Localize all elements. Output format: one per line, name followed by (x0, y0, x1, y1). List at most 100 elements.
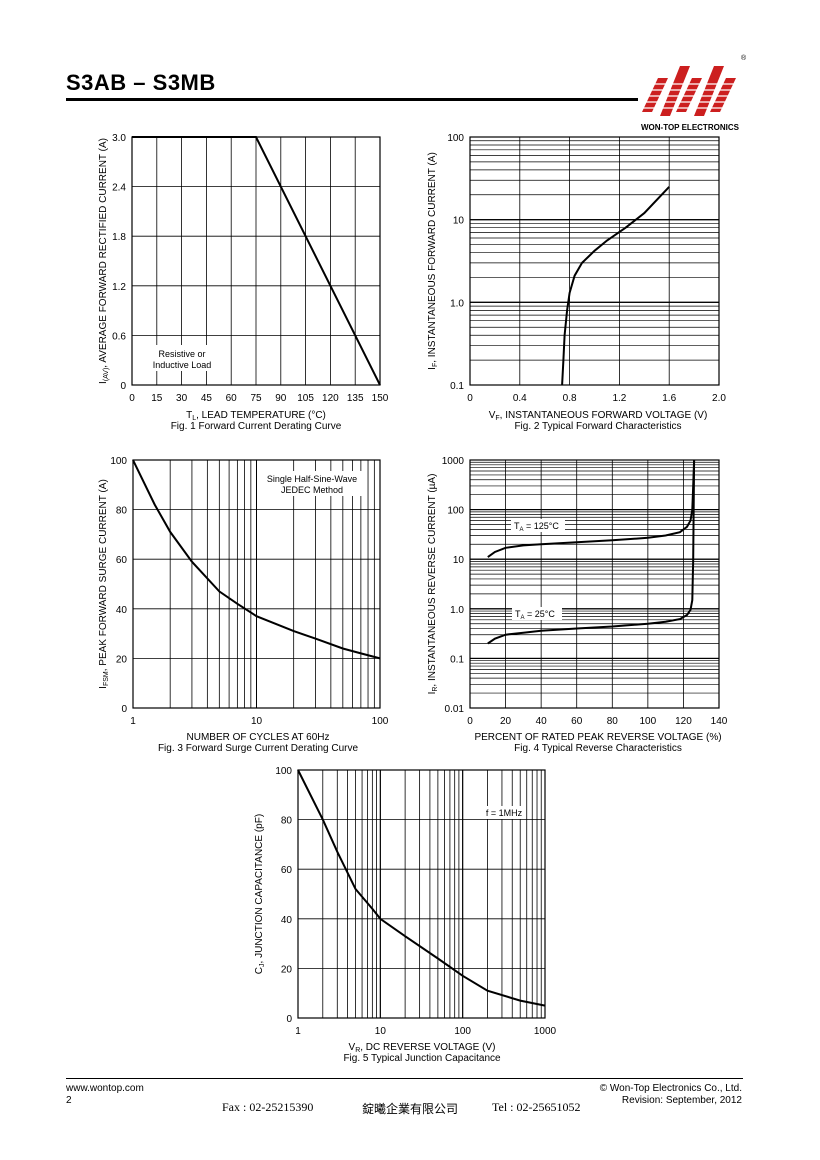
fig1-ytick-label: 0.6 (112, 331, 126, 342)
fig5-series-line (297, 769, 546, 1007)
fig2-ytick-label: 1.0 (450, 298, 464, 309)
fig1-frame (131, 136, 381, 386)
fig5-xtick-label: 1000 (534, 1026, 557, 1037)
fig4-label-25-bg (512, 607, 562, 620)
fig3-frame (132, 459, 381, 709)
fig3-ytick-label: 100 (110, 456, 127, 467)
fig4-ytick-label: 0.1 (450, 654, 464, 665)
fig3-ylabel: IFSM, PEAK FORWARD SURGE CURRENT (A) (98, 479, 110, 689)
fig2-ylabel: IF, INSTANTANEOUS FORWARD CURRENT (A) (427, 152, 439, 370)
fig2-ytick-label: 10 (453, 216, 465, 227)
fig1-xtick-label: 0 (129, 393, 135, 404)
fig3-note-line1: Single Half-Sine-Wave (267, 474, 357, 484)
fig4-label-25c: TA = 25°C (515, 609, 555, 621)
footer-revision: Revision: September, 2012 (621, 1095, 742, 1106)
fig2-xtick-label: 0.8 (563, 393, 577, 404)
fig4-xtick-label: 0 (467, 716, 473, 727)
fig4-caption: Fig. 4 Typical Reverse Characteristics (514, 743, 682, 754)
fig4-gridlines (469, 459, 720, 709)
fig1-note-line2: Inductive Load (153, 360, 212, 370)
fig5-note: f = 1MHz (486, 808, 523, 818)
fig4-ytick-label: 0.01 (445, 704, 465, 715)
fig2-xlabel: VF, INSTANTANEOUS FORWARD VOLTAGE (V) (489, 410, 708, 422)
fig2-ytick-label: 0.1 (450, 381, 464, 392)
fig4-ytick-label: 1000 (442, 456, 465, 467)
fig4-ytick-label: 100 (447, 506, 464, 517)
fig5-caption: Fig. 5 Typical Junction Capacitance (343, 1053, 501, 1064)
fig1-xtick-label: 30 (176, 393, 188, 404)
fig4-xtick-label: 80 (607, 716, 619, 727)
fig1-xtick-label: 105 (297, 393, 314, 404)
fig5-xlabel: VR, DC REVERSE VOLTAGE (V) (349, 1042, 496, 1054)
fig4-xtick-label: 60 (571, 716, 583, 727)
fig1-xtick-label: 90 (275, 393, 287, 404)
footer-tel: Tel : 02-25651052 (492, 1100, 581, 1114)
fig5-ytick-label: 0 (286, 1014, 292, 1025)
footer-fax: Fax : 02-25215390 (222, 1100, 314, 1114)
footer-website[interactable]: www.wontop.com (66, 1083, 144, 1094)
fig4-xtick-label: 40 (536, 716, 548, 727)
fig1-note-line1: Resistive or (158, 349, 205, 359)
fig4-label-125c: TA = 125°C (514, 521, 559, 533)
footer-rule (66, 1078, 743, 1079)
fig5-ytick-label: 40 (281, 915, 293, 926)
fig3-ytick-label: 60 (116, 555, 128, 566)
fig5-tick-labels: 1 10 100 1000 0 20 40 60 80 100 (275, 766, 556, 1037)
fig1-xtick-label: 45 (201, 393, 213, 404)
fig3-tick-labels: 1 10 100 0 20 40 60 80 100 (110, 456, 388, 727)
fig1-ytick-label: 1.8 (112, 232, 126, 243)
fig1-caption: Fig. 1 Forward Current Derating Curve (171, 421, 342, 432)
fig4-ylabel: IR, INSTANTANEOUS REVERSE CURRENT (µA) (427, 474, 439, 695)
fig1-note-bg (146, 345, 218, 371)
fig1-xlabel: TL, LEAD TEMPERATURE (°C) (186, 410, 326, 422)
fig5-xtick-label: 100 (454, 1026, 471, 1037)
fig4-xtick-label: 140 (711, 716, 728, 727)
fig5-xtick-label: 10 (375, 1026, 387, 1037)
fig1-xtick-label: 135 (347, 393, 364, 404)
page-number: 2 (66, 1095, 72, 1106)
fig4-xtick-label: 100 (640, 716, 657, 727)
fig1-xtick-label: 150 (372, 393, 389, 404)
fig1-gridlines (131, 136, 381, 386)
fig3-ytick-label: 40 (116, 605, 128, 616)
fig1-series-line (132, 136, 381, 386)
fig2-caption: Fig. 2 Typical Forward Characteristics (514, 421, 681, 432)
fig5-ytick-label: 100 (275, 766, 292, 777)
fig2-frame (469, 136, 720, 386)
fig3-xlabel: NUMBER OF CYCLES AT 60Hz (187, 732, 330, 743)
registered-mark: ® (741, 54, 747, 62)
fig2-xtick-label: 2.0 (712, 393, 726, 404)
fig1-ytick-label: 3.0 (112, 133, 126, 144)
fig1-tick-labels: 0 15 30 45 60 75 90 105 120 135 150 0 0.6 1.2 1.8 2.4 3.… (112, 133, 389, 404)
fig3-ytick-label: 80 (116, 506, 128, 517)
fig4-xtick-label: 20 (500, 716, 512, 727)
fig3-ytick-label: 20 (116, 654, 128, 665)
fig5-ytick-label: 60 (281, 865, 293, 876)
fig5-frame (297, 769, 546, 1019)
fig4-xtick-label: 120 (675, 716, 692, 727)
fig2-gridlines (469, 136, 720, 386)
footer-copyright: © Won-Top Electronics Co., Ltd. (599, 1083, 742, 1094)
fig1-xtick-label: 75 (250, 393, 262, 404)
fig4-ytick-label: 10 (453, 555, 465, 566)
fig2-xtick-label: 0.4 (513, 393, 527, 404)
fig4-ytick-label: 1.0 (450, 605, 464, 616)
fig3-series-line (132, 459, 381, 660)
fig4-frame (469, 459, 720, 709)
fig3-note-line2: JEDEC Method (281, 485, 343, 495)
fig1-ytick-label: 0 (120, 381, 126, 392)
fig3-xtick-label: 1 (130, 716, 136, 727)
fig1-ytick-label: 2.4 (112, 183, 126, 194)
fig5-gridlines (297, 769, 546, 1019)
fig5-note-bg (482, 806, 526, 819)
wte-logo: ® (640, 54, 750, 116)
fig4-label-125-bg (511, 519, 565, 532)
fig3-gridlines (132, 459, 381, 709)
fig1-xtick-label: 15 (151, 393, 163, 404)
fig2-tick-labels: 0 0.4 0.8 1.2 1.6 2.0 0.1 1.0 10 100 (447, 133, 726, 404)
